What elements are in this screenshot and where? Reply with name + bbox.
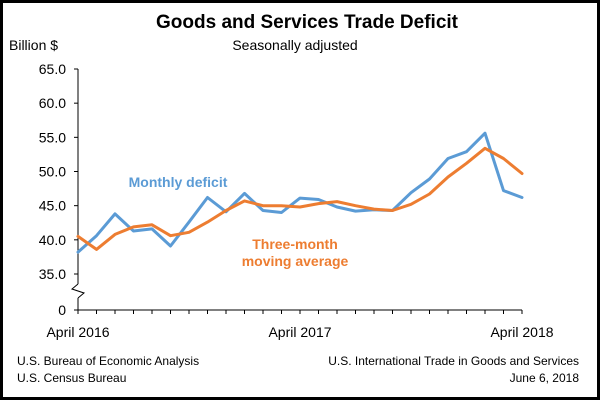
y-tick-label: 35.0 xyxy=(39,266,66,282)
y-tick-label: 55.0 xyxy=(39,129,66,145)
y-tick-label: 50.0 xyxy=(39,164,66,180)
chart-subtitle: Seasonally adjusted xyxy=(232,37,357,53)
y-tick-label: 0 xyxy=(58,302,66,318)
x-tick-label: April 2016 xyxy=(46,324,109,340)
chart: Goods and Services Trade Deficit Seasona… xyxy=(9,12,554,340)
x-tick-label: April 2018 xyxy=(490,324,553,340)
y-axis: 65.0 60.0 55.0 50.0 45.0 40.0 35.0 0 xyxy=(39,61,78,318)
y-tick-label: 45.0 xyxy=(39,198,66,214)
footer-release: U.S. International Trade in Goods and Se… xyxy=(328,353,579,387)
footer-release-line2: June 6, 2018 xyxy=(509,371,579,385)
y-axis-label: Billion $ xyxy=(9,37,58,53)
series-label-moving-line1: Three-month xyxy=(252,236,338,252)
footer-source-line2: U.S. Census Bureau xyxy=(17,371,127,385)
footer-release-line1: U.S. International Trade in Goods and Se… xyxy=(328,354,579,368)
series-label-moving-line2: moving average xyxy=(242,253,349,269)
footer-source-line1: U.S. Bureau of Economic Analysis xyxy=(17,354,200,368)
axis-break-symbol xyxy=(70,283,86,299)
series-label-monthly: Monthly deficit xyxy=(129,174,228,190)
series-line-monthly-deficit xyxy=(76,131,524,254)
y-tick-label: 65.0 xyxy=(39,61,66,77)
x-axis: April 2016 April 2017 April 2018 xyxy=(46,310,554,340)
series-layer xyxy=(76,131,524,254)
x-tick-label: April 2017 xyxy=(268,324,331,340)
y-tick-label: 40.0 xyxy=(39,232,66,248)
chart-title: Goods and Services Trade Deficit xyxy=(156,12,459,33)
y-tick-label: 60.0 xyxy=(39,95,66,111)
footer-source: U.S. Bureau of Economic Analysis U.S. Ce… xyxy=(17,353,199,387)
series-line-moving-average xyxy=(76,146,524,251)
